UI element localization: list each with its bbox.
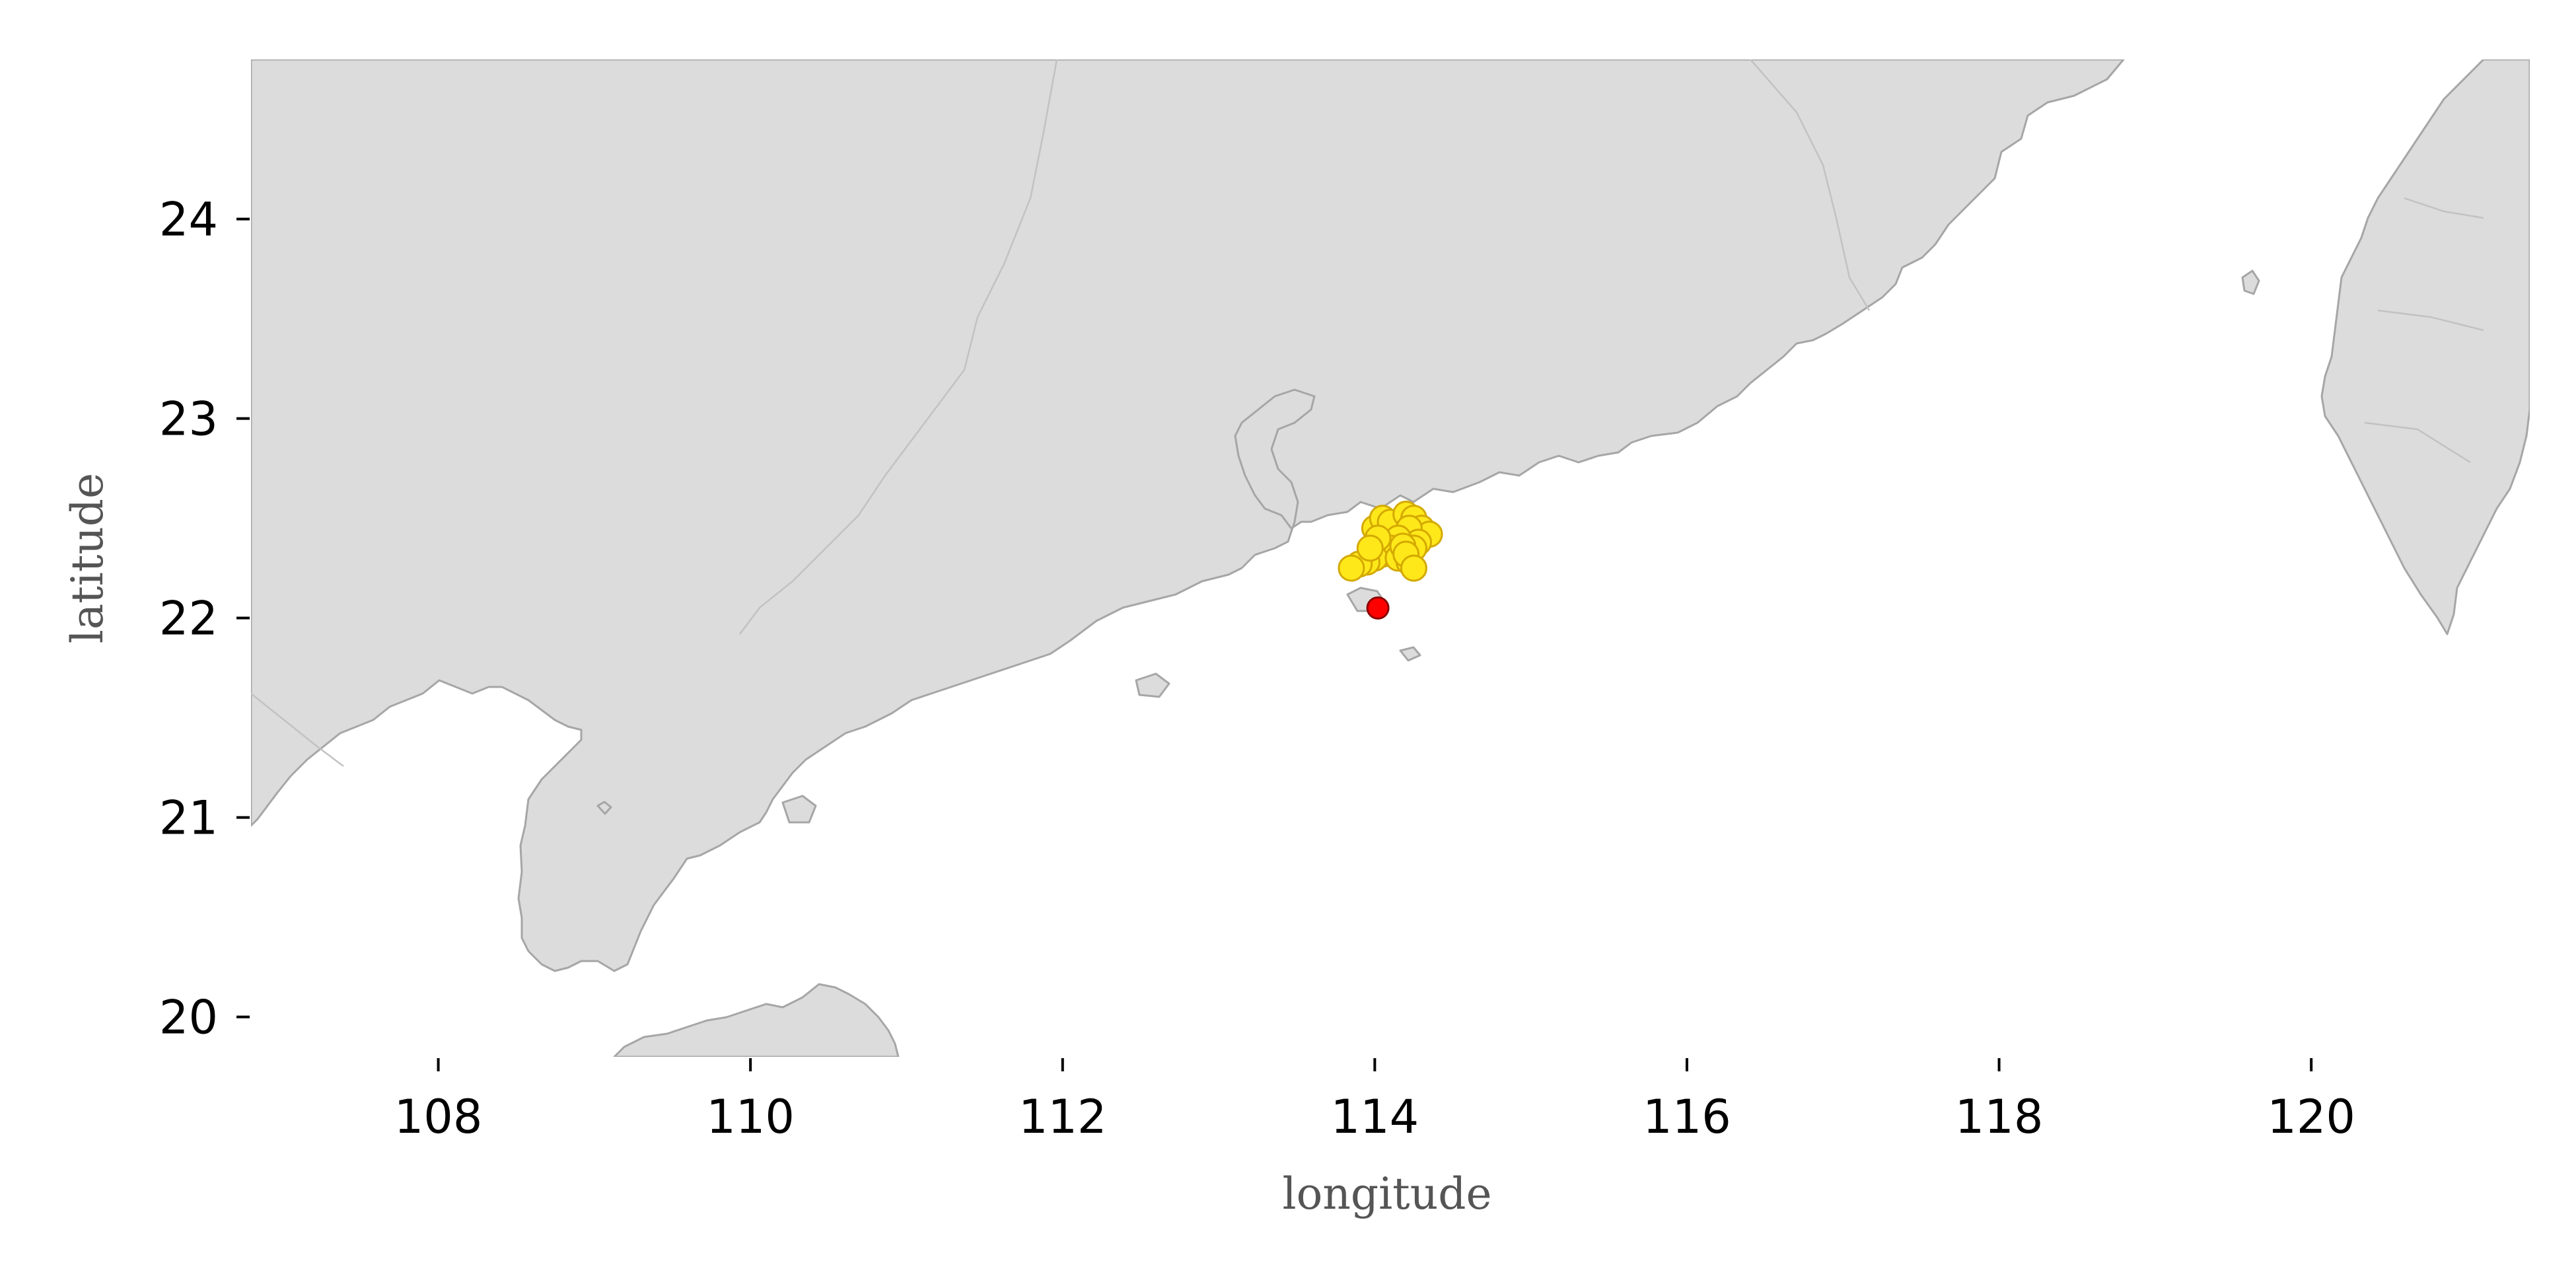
hainan-island (613, 983, 900, 1057)
y-axis-label: latitude (62, 473, 113, 643)
donghai-island (781, 795, 817, 824)
yellow-data-point (1356, 534, 1384, 562)
border-western-boundary (251, 693, 344, 767)
taiwan-island (2320, 59, 2530, 635)
border-taiwan-counties (2364, 197, 2484, 464)
border-guangxi-guangdong (739, 59, 1058, 635)
y-tick-label: 21 (159, 791, 218, 845)
y-tick-label: 20 (159, 991, 218, 1045)
x-tick-label: 110 (706, 1090, 795, 1144)
y-tick-label: 22 (159, 592, 218, 646)
red-data-point (1366, 596, 1390, 620)
penghu-islands (2241, 269, 2260, 295)
shangchuan-island (1135, 672, 1170, 698)
yellow-data-point (1338, 554, 1365, 582)
x-tick-label: 108 (394, 1090, 483, 1144)
x-axis-label: longitude (1282, 1168, 1491, 1219)
nanpeng-island (1399, 646, 1421, 662)
y-tick-label: 23 (159, 392, 218, 447)
x-tick-label: 118 (1955, 1090, 2044, 1144)
x-tick-label: 114 (1331, 1090, 1419, 1144)
weizhou-island (596, 801, 612, 815)
y-tick-label: 24 (159, 193, 218, 247)
x-tick-label: 120 (2267, 1090, 2355, 1144)
scatter-markers (1338, 501, 1443, 620)
map-plot-area (251, 59, 2530, 1057)
yellow-data-point (1400, 554, 1427, 582)
border-fujian-guangdong (1750, 59, 1871, 311)
x-tick-label: 116 (1643, 1090, 1731, 1144)
mainland-landmass (251, 59, 2125, 972)
y-axis: 20 21 22 23 24 (159, 193, 250, 1045)
x-axis: 108 110 112 114 116 118 120 (394, 1058, 2355, 1144)
x-tick-label: 112 (1019, 1090, 1107, 1144)
